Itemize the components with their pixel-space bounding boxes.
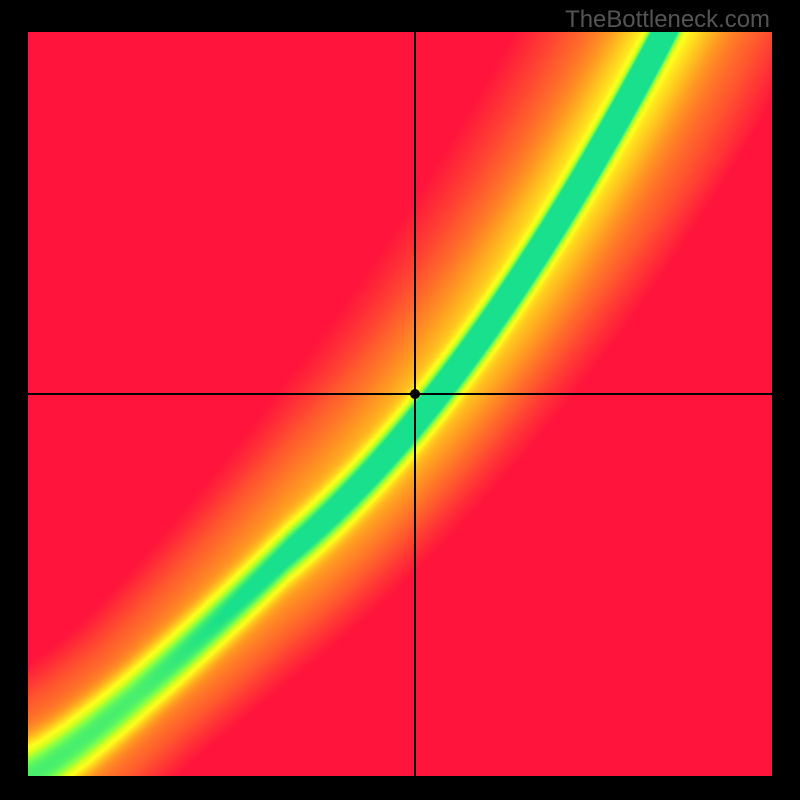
crosshair-horizontal <box>28 393 772 395</box>
heatmap-canvas <box>28 32 772 776</box>
watermark-text: TheBottleneck.com <box>565 6 770 34</box>
plot-area <box>28 32 772 776</box>
stage: TheBottleneck.com <box>0 0 800 800</box>
crosshair-vertical <box>414 32 416 776</box>
crosshair-dot <box>410 389 420 399</box>
